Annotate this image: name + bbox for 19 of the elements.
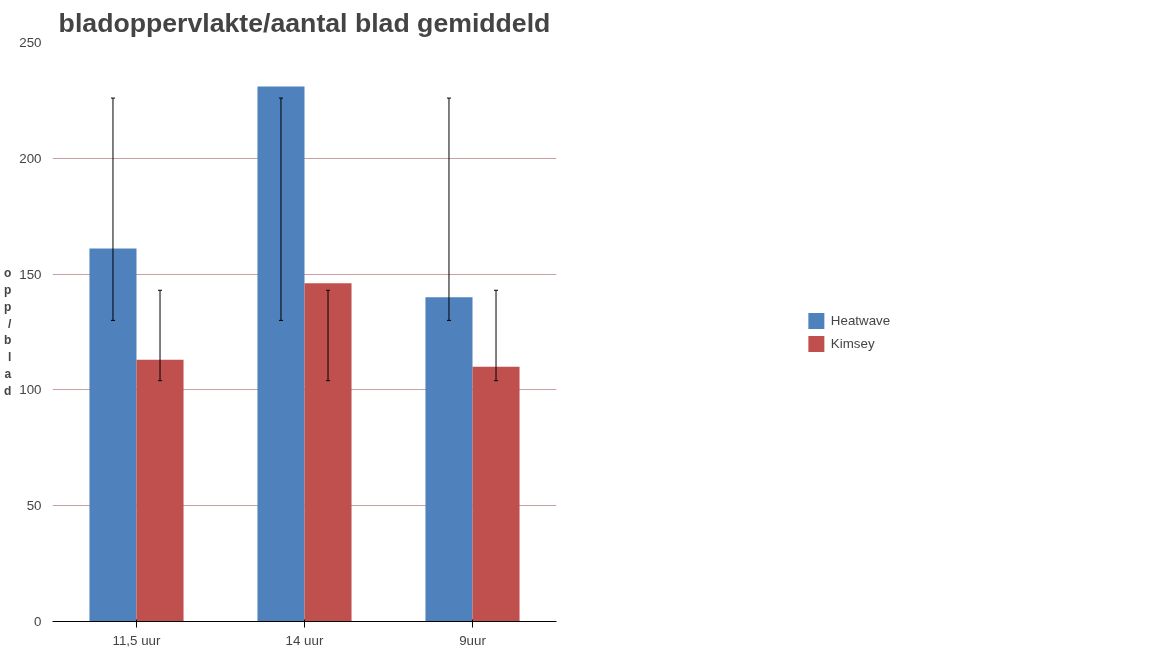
x-tick-label: 14 uur [285, 632, 324, 648]
y-axis-title: opp/blad [3, 266, 12, 398]
y-tick-label: 200 [19, 150, 42, 166]
bar [425, 297, 473, 622]
y-tick-label: 0 [34, 614, 42, 629]
bar [257, 86, 305, 622]
x-tick-label: 9uur [459, 632, 487, 648]
y-tick-label: 250 [19, 35, 42, 50]
legend-label: Heatwave [830, 312, 891, 328]
y-tick-label: 150 [19, 266, 42, 282]
bar [136, 359, 184, 622]
bar [472, 366, 520, 622]
x-tick-label: 11,5 uur [112, 632, 162, 648]
bar [304, 283, 352, 622]
chart-title: bladoppervlakte/aantal blad gemiddeld [58, 7, 551, 38]
y-tick-label: 50 [26, 498, 42, 514]
bar [89, 248, 137, 622]
y-tick-label: 100 [19, 382, 42, 398]
legend-label: Kimsey [830, 335, 875, 351]
